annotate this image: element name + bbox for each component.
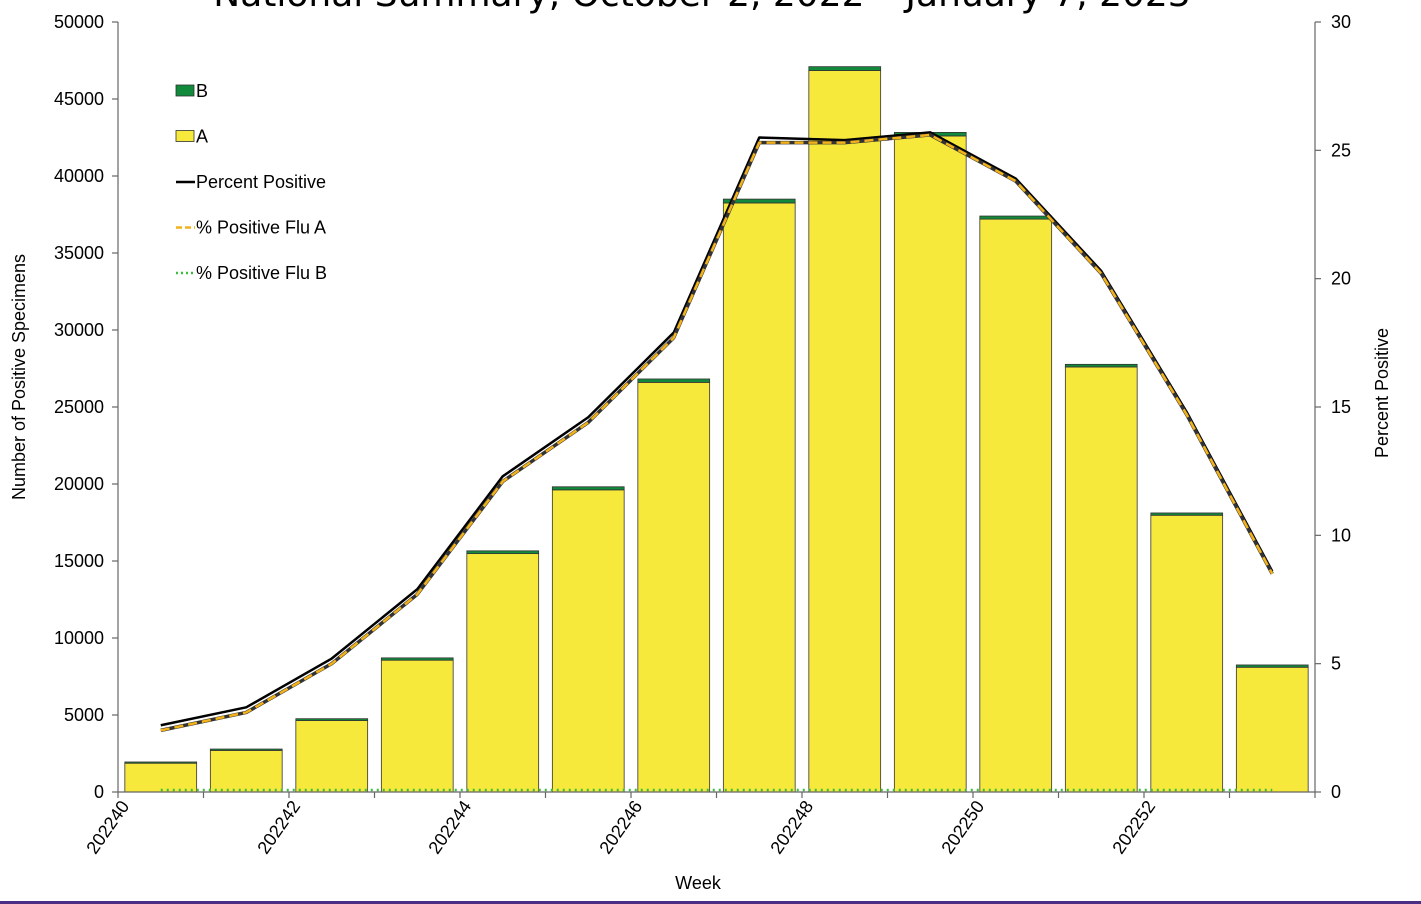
x-tick-label: 202244 <box>424 797 475 858</box>
bar-a-202244 <box>466 553 540 793</box>
y2-tick-label: 0 <box>1331 782 1341 802</box>
bar-b-202251 <box>1064 363 1138 368</box>
bar-b-202248 <box>808 66 882 71</box>
legend-label-b: B <box>196 81 208 101</box>
bar-a-202245 <box>551 489 625 793</box>
bar-b-202243 <box>380 657 454 661</box>
y-tick-label: 50000 <box>54 12 104 32</box>
legend: B A Percent Positive % Positive Flu A % Posi… <box>175 81 327 283</box>
legend-swatch-a <box>175 130 195 142</box>
y-tick-label: 15000 <box>54 551 104 571</box>
bar-b-202244 <box>466 550 540 555</box>
x-tick-label: 202252 <box>1108 797 1159 858</box>
bar-b-202242 <box>295 718 369 721</box>
legend-label-percent-positive: Percent Positive <box>196 172 326 192</box>
y-axis-title: Number of Positive Specimens <box>9 254 29 500</box>
bar-a-202240 <box>124 762 198 793</box>
bars-layer <box>124 66 1309 793</box>
bar-a-202247 <box>722 202 796 793</box>
y2-tick-label: 15 <box>1331 397 1351 417</box>
line-positive-flu-a <box>160 133 1274 732</box>
y-tick-label: 25000 <box>54 397 104 417</box>
bar-a-202246 <box>637 381 711 793</box>
x-axis-title: Week <box>675 873 722 893</box>
y-tick-label: 40000 <box>54 166 104 186</box>
legend-label-positive-flu-a: % Positive Flu A <box>196 218 326 238</box>
bar-a-202250 <box>979 218 1053 793</box>
y-tick-label: 45000 <box>54 89 104 109</box>
bar-b-202247 <box>722 198 796 204</box>
y2-tick-label: 10 <box>1331 525 1351 545</box>
bar-b-202245 <box>551 486 625 491</box>
legend-swatch-b <box>175 84 195 97</box>
bar-a-202301 <box>1235 666 1309 793</box>
y-tick-label: 30000 <box>54 320 104 340</box>
bar-b-202252 <box>1150 512 1224 516</box>
y2-axis-title: Percent Positive <box>1372 328 1392 458</box>
y-tick-label: 20000 <box>54 474 104 494</box>
bar-b-202250 <box>979 215 1053 220</box>
x-tick-label: 202246 <box>595 797 646 858</box>
legend-label-a: A <box>196 127 208 147</box>
y2-tick-label: 20 <box>1331 269 1351 289</box>
bar-a-202243 <box>380 659 454 793</box>
legend-label-positive-flu-b: % Positive Flu B <box>196 263 327 283</box>
bottom-border <box>0 901 1421 904</box>
y2-tick-label: 25 <box>1331 140 1351 160</box>
bar-b-202240 <box>124 761 198 764</box>
chart-title: National Summary, October 2, 2022 – Janu… <box>213 0 1190 15</box>
y-tick-label: 5000 <box>64 705 104 725</box>
x-tick-label: 202248 <box>766 797 817 858</box>
x-tick-label: 202240 <box>82 797 133 858</box>
bar-a-202248 <box>808 70 882 793</box>
x-tick-label: 202250 <box>937 797 988 858</box>
bar-a-202252 <box>1150 514 1224 793</box>
lines-layer <box>160 131 1274 792</box>
bar-a-202241 <box>209 750 283 793</box>
bar-a-202251 <box>1064 366 1138 793</box>
bar-b-202301 <box>1235 664 1309 668</box>
y-tick-label: 35000 <box>54 243 104 263</box>
x-tick-label: 202242 <box>253 797 304 858</box>
bar-a-202249 <box>893 135 967 793</box>
y2-tick-label: 5 <box>1331 654 1341 674</box>
y-tick-label: 0 <box>94 782 104 802</box>
bar-b-202241 <box>209 748 283 751</box>
bar-b-202246 <box>637 378 711 383</box>
bar-a-202242 <box>295 720 369 793</box>
y2-tick-label: 30 <box>1331 12 1351 32</box>
y-tick-label: 10000 <box>54 628 104 648</box>
